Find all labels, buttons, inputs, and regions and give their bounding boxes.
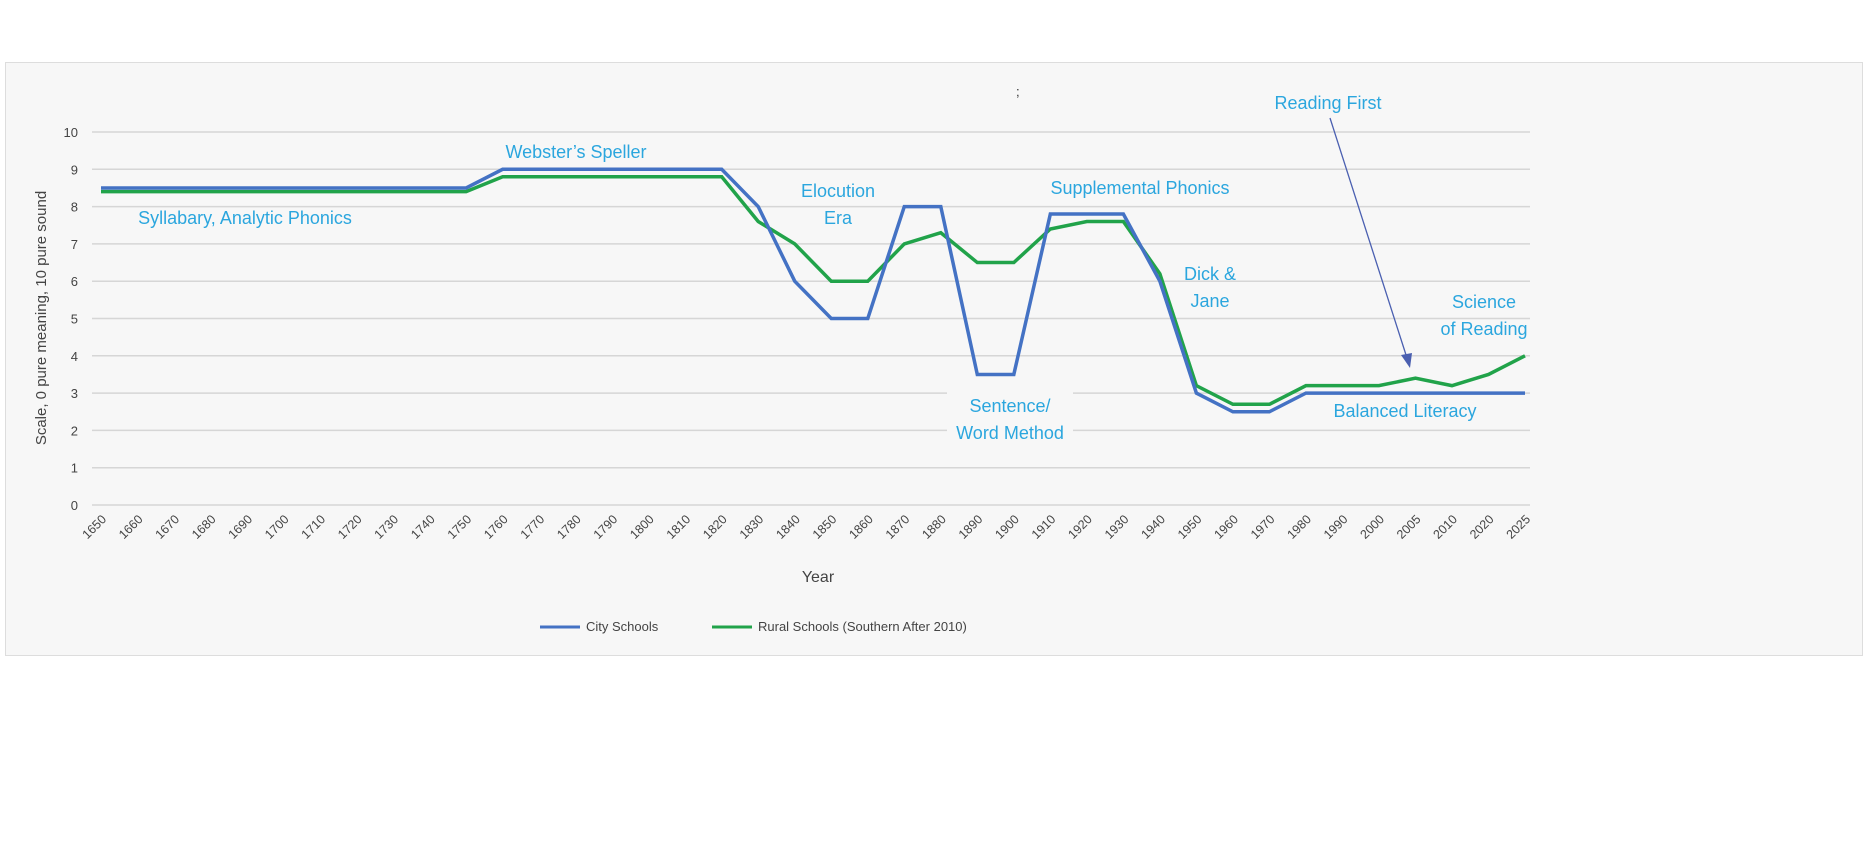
annotation-text: Supplemental Phonics (1050, 178, 1229, 198)
annotation-text: Elocution (801, 181, 875, 201)
x-tick-label: 1970 (1248, 512, 1278, 542)
annotation-text: Science (1452, 292, 1516, 312)
annotation-text: Balanced Literacy (1333, 401, 1476, 421)
x-tick-label: 1840 (773, 512, 803, 542)
arrowhead-icon (1401, 353, 1412, 368)
x-tick-label: 1830 (737, 512, 767, 542)
legend-rural-label: Rural Schools (Southern After 2010) (758, 619, 967, 634)
x-tick-label: 1890 (956, 512, 986, 542)
chart-frame (5, 62, 1863, 656)
x-tick-label: 1990 (1321, 512, 1351, 542)
x-tick-label: 1770 (518, 512, 548, 542)
annotations: Syllabary, Analytic Phonics Webster’s Spe… (138, 93, 1528, 450)
x-tick-label: 1670 (153, 512, 183, 542)
annotation-bg (1312, 397, 1498, 428)
y-tick-labels: 0 1 2 3 4 5 6 7 8 9 10 (64, 125, 78, 513)
x-tick-label: 1930 (1102, 512, 1132, 542)
legend: City Schools Rural Schools (Southern Aft… (540, 619, 967, 634)
annotation-text: Reading First (1274, 93, 1381, 113)
annotation-bg (947, 392, 1073, 450)
x-tick-label: 1710 (299, 512, 329, 542)
x-tick-label: 1940 (1138, 512, 1168, 542)
y-tick-label: 8 (71, 200, 78, 215)
x-tick-label: 2025 (1504, 512, 1534, 542)
y-tick-label: 10 (64, 125, 78, 140)
series-line-city (101, 167, 1525, 414)
x-tick-label: 1960 (1211, 512, 1241, 542)
x-tick-label: 1910 (1029, 512, 1059, 542)
x-tick-label: 1720 (335, 512, 365, 542)
x-tick-label: 1750 (445, 512, 475, 542)
legend-city-label: City Schools (586, 619, 659, 634)
y-tick-label: 0 (71, 498, 78, 513)
y-tick-label: 9 (71, 162, 78, 177)
x-tick-label: 1950 (1175, 512, 1205, 542)
x-tick-label: 1820 (700, 512, 730, 542)
x-tick-label: 2005 (1394, 512, 1424, 542)
gridlines (92, 131, 1530, 506)
y-tick-label: 6 (71, 274, 78, 289)
x-tick-label: 1870 (883, 512, 913, 542)
annotation-text: Dick & (1184, 264, 1236, 284)
reading-first-arrow (1329, 117, 1408, 359)
annotation-text: Word Method (956, 423, 1064, 443)
annotation-text: Syllabary, Analytic Phonics (138, 208, 352, 228)
x-tick-label: 1900 (992, 512, 1022, 542)
x-tick-label: 1810 (664, 512, 694, 542)
annotation-text: Era (824, 208, 853, 228)
series-line-rural (101, 175, 1526, 407)
x-tick-label: 1880 (919, 512, 949, 542)
y-tick-label: 2 (71, 423, 78, 438)
y-tick-label: 5 (71, 312, 78, 327)
x-tick-label: 1730 (372, 512, 402, 542)
x-tick-label: 1800 (627, 512, 657, 542)
x-tick-label: 1740 (408, 512, 438, 542)
y-tick-label: 4 (71, 349, 78, 364)
x-tick-label: 2000 (1358, 512, 1388, 542)
x-tick-label: 1920 (1065, 512, 1095, 542)
annotation-text: Jane (1190, 291, 1229, 311)
x-tick-label: 1780 (554, 512, 584, 542)
x-tick-label: 1690 (226, 512, 256, 542)
y-tick-label: 3 (71, 386, 78, 401)
x-tick-label: 1660 (116, 512, 146, 542)
x-tick-label: 1680 (189, 512, 219, 542)
x-tick-label: 1980 (1284, 512, 1314, 542)
annotation-text: Sentence/ (969, 396, 1050, 416)
annotation-text: of Reading (1440, 319, 1527, 339)
x-tick-label: 2010 (1431, 512, 1461, 542)
stray-mark: ; (1016, 84, 1020, 99)
x-tick-label: 2020 (1467, 512, 1497, 542)
x-axis-label: Year (802, 569, 835, 586)
x-tick-label: 1650 (80, 512, 110, 542)
y-tick-label: 7 (71, 237, 78, 252)
x-tick-label: 1850 (810, 512, 840, 542)
x-tick-label: 1700 (262, 512, 292, 542)
annotation-text: Webster’s Speller (505, 142, 646, 162)
x-tick-labels: 1650 1660 1670 1680 1690 1700 1710 1720 1730 1740… (80, 512, 1534, 542)
series-lines (101, 167, 1526, 414)
x-tick-label: 1760 (481, 512, 511, 542)
y-tick-label: 1 (71, 461, 78, 476)
x-tick-label: 1790 (591, 512, 621, 542)
y-axis-label: Scale, 0 pure meaning, 10 pure sound (33, 191, 50, 445)
x-tick-label: 1860 (846, 512, 876, 542)
